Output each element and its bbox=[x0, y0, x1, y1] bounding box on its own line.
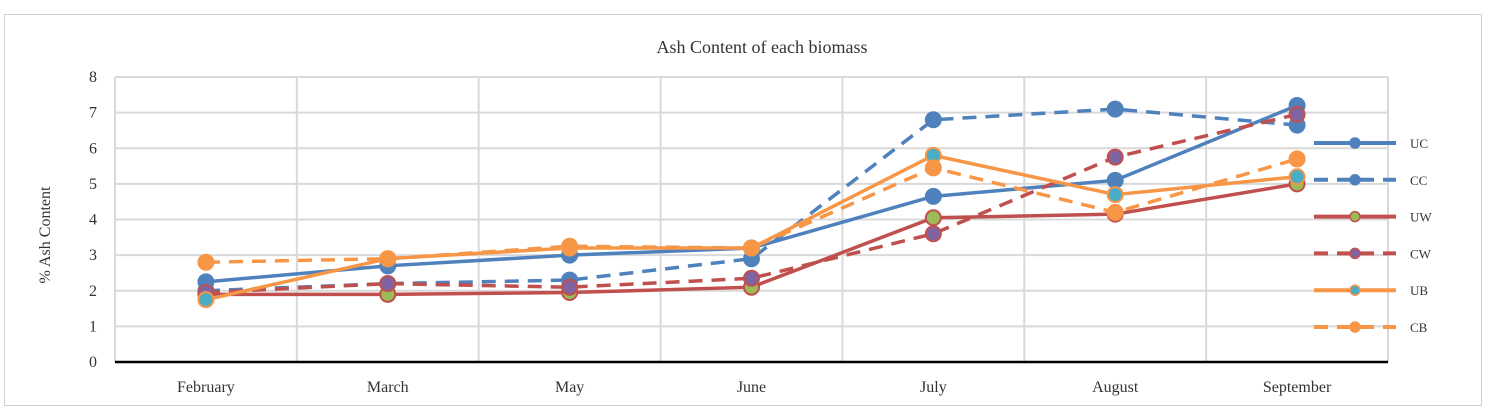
legend-label: CW bbox=[1410, 246, 1432, 261]
y-tick-label: 7 bbox=[89, 105, 97, 122]
data-point-cb bbox=[1106, 203, 1124, 221]
y-tick-labels: 0 1 2 3 4 5 6 7 8 bbox=[89, 69, 97, 371]
y-tick-label: 3 bbox=[89, 247, 97, 264]
legend-label: CB bbox=[1410, 320, 1428, 335]
data-point-cw bbox=[379, 275, 397, 293]
data-point-uw bbox=[924, 209, 942, 227]
legend-marker bbox=[1349, 210, 1361, 223]
y-tick-label: 4 bbox=[89, 212, 97, 229]
data-point-cb bbox=[743, 239, 760, 257]
data-point-cb bbox=[924, 159, 942, 177]
x-tick-label: September bbox=[1263, 379, 1332, 396]
legend-item-cb: CB bbox=[1314, 320, 1428, 335]
x-tick-label: July bbox=[920, 379, 947, 396]
chart-frame bbox=[4, 14, 1482, 406]
legend-marker bbox=[1349, 174, 1361, 186]
data-point-ub bbox=[1288, 168, 1306, 186]
y-tick-label: 1 bbox=[89, 318, 97, 335]
data-point-cb bbox=[197, 253, 215, 271]
y-tick-label: 2 bbox=[89, 283, 97, 300]
grid-lines bbox=[114, 76, 1389, 362]
data-point-cw bbox=[561, 278, 579, 296]
legend-marker bbox=[1349, 137, 1361, 149]
data-point-cb bbox=[379, 250, 397, 268]
legend: UC CC UW CW UB CB bbox=[1314, 136, 1432, 335]
y-tick-label: 8 bbox=[89, 69, 97, 86]
data-point-cw bbox=[743, 269, 760, 287]
data-point-cb bbox=[561, 237, 579, 255]
data-point-cc bbox=[1106, 100, 1124, 118]
legend-label: CC bbox=[1410, 173, 1427, 188]
legend-marker bbox=[1349, 247, 1361, 260]
y-axis-label: % Ash Content bbox=[37, 186, 54, 283]
x-tick-label: March bbox=[367, 379, 409, 396]
x-tick-label: May bbox=[555, 379, 584, 396]
y-tick-label: 5 bbox=[89, 176, 97, 193]
data-point-ub bbox=[1106, 186, 1124, 204]
chart-title: Ash Content of each biomass bbox=[657, 37, 868, 57]
data-point-cw bbox=[1288, 105, 1306, 123]
data-point-ub bbox=[197, 291, 215, 309]
legend-label: UC bbox=[1410, 136, 1428, 151]
y-tick-label: 6 bbox=[89, 140, 97, 157]
series-cb bbox=[197, 150, 1306, 271]
legend-marker bbox=[1349, 284, 1361, 296]
data-point-uc bbox=[1106, 171, 1124, 189]
legend-label: UB bbox=[1410, 283, 1428, 298]
data-point-uc bbox=[924, 187, 942, 205]
data-point-cw bbox=[924, 225, 942, 243]
x-tick-label: February bbox=[177, 379, 235, 396]
legend-item-uw: UW bbox=[1314, 210, 1432, 225]
x-tick-label: June bbox=[737, 379, 766, 396]
series-cw bbox=[197, 105, 1306, 302]
data-point-cc bbox=[924, 111, 942, 129]
x-tick-label: August bbox=[1092, 379, 1139, 396]
data-point-cb bbox=[1288, 150, 1306, 168]
legend-item-ub: UB bbox=[1314, 283, 1428, 298]
legend-item-cw: CW bbox=[1314, 246, 1432, 261]
series-lines bbox=[197, 97, 1306, 309]
legend-item-cc: CC bbox=[1314, 173, 1427, 188]
legend-marker bbox=[1349, 321, 1361, 333]
legend-label: UW bbox=[1410, 210, 1432, 225]
legend-item-uc: UC bbox=[1314, 136, 1428, 151]
y-tick-label: 0 bbox=[89, 354, 97, 371]
x-tick-labels: February March May June July August September bbox=[177, 379, 1332, 396]
data-point-cw bbox=[1106, 148, 1124, 166]
